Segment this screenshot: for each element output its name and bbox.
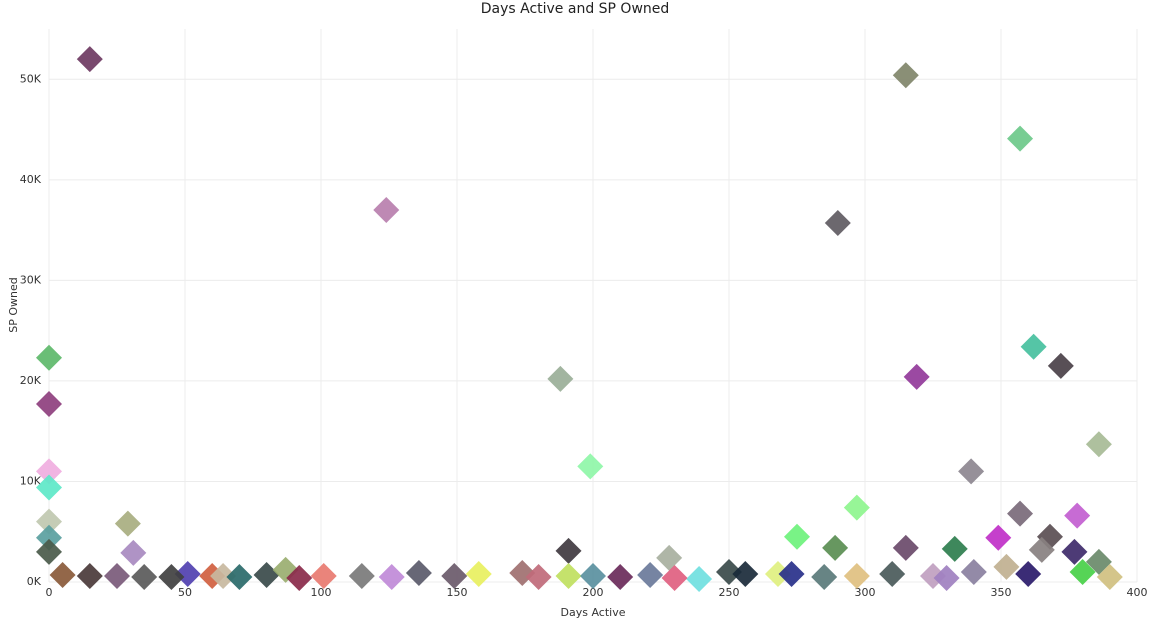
point (76, 46, 103, 73)
y-tick-label: 50K (20, 72, 42, 85)
point (525, 563, 552, 590)
point (158, 563, 185, 590)
point (76, 562, 103, 589)
point (843, 494, 870, 521)
point (784, 523, 810, 550)
y-tick-label: 0K (27, 575, 42, 588)
point (764, 560, 791, 587)
point (822, 534, 849, 561)
x-tick-label: 150 (447, 586, 468, 599)
y-tick-label: 10K (20, 474, 42, 487)
point (210, 562, 237, 589)
point (903, 363, 930, 390)
point (1007, 500, 1034, 527)
y-tick-label: 30K (20, 273, 42, 286)
x-tick-label: 200 (583, 586, 604, 599)
point (120, 539, 147, 566)
point (686, 565, 713, 592)
point (465, 560, 492, 587)
chart-title: Days Active and SP Owned (481, 1, 670, 17)
point (36, 538, 62, 565)
point (661, 564, 688, 591)
point (892, 62, 919, 89)
point (104, 562, 130, 589)
point (1020, 333, 1047, 360)
plot-area: 0 50 100 150 200 250 300 350 400 0K 10K 20K 30K 40K 50… (20, 29, 1148, 599)
point (36, 344, 62, 371)
point (36, 474, 62, 501)
point (1069, 558, 1096, 585)
point (226, 563, 253, 590)
point (607, 563, 634, 590)
point (114, 510, 141, 537)
point (547, 365, 574, 392)
x-tick-label: 250 (719, 586, 740, 599)
point (310, 562, 337, 589)
point (843, 562, 870, 589)
point (824, 210, 851, 237)
point (36, 458, 62, 485)
point (441, 562, 468, 589)
point (286, 564, 313, 591)
y-axis-title: SP Owned (7, 277, 20, 333)
point (555, 537, 582, 564)
point (1061, 538, 1088, 565)
point (49, 561, 76, 588)
point (348, 562, 375, 589)
y-tick-label: 40K (20, 173, 42, 186)
point (253, 561, 280, 588)
point (555, 562, 582, 589)
point (1096, 563, 1123, 590)
y-tick-label: 20K (20, 374, 42, 387)
point (985, 524, 1012, 551)
point (993, 553, 1020, 580)
point (778, 560, 805, 587)
point (174, 560, 201, 587)
point (941, 535, 968, 562)
point (656, 544, 683, 571)
point (36, 391, 62, 418)
point (958, 458, 985, 485)
point (1015, 560, 1042, 587)
point (580, 562, 606, 589)
point (811, 563, 838, 590)
point (577, 453, 604, 480)
x-tick-label: 350 (991, 586, 1012, 599)
point (1064, 502, 1091, 529)
point (1028, 536, 1055, 563)
x-tick-label: 0 (46, 586, 53, 599)
point (732, 560, 759, 587)
point (637, 561, 664, 588)
point (378, 563, 405, 590)
point (131, 563, 158, 590)
point (1047, 352, 1074, 379)
point (879, 560, 906, 587)
point (36, 508, 62, 535)
point (405, 559, 432, 586)
x-axis-title: Days Active (561, 606, 626, 619)
point (933, 564, 960, 591)
x-tick-label: 100 (311, 586, 332, 599)
point (36, 524, 62, 551)
point (960, 558, 987, 585)
x-tick-label: 300 (855, 586, 876, 599)
point (1007, 125, 1034, 152)
x-tick-label: 50 (178, 586, 192, 599)
point (716, 558, 742, 585)
x-tick-label: 400 (1127, 586, 1148, 599)
point (373, 196, 400, 223)
point (892, 534, 919, 561)
point (1085, 431, 1112, 458)
